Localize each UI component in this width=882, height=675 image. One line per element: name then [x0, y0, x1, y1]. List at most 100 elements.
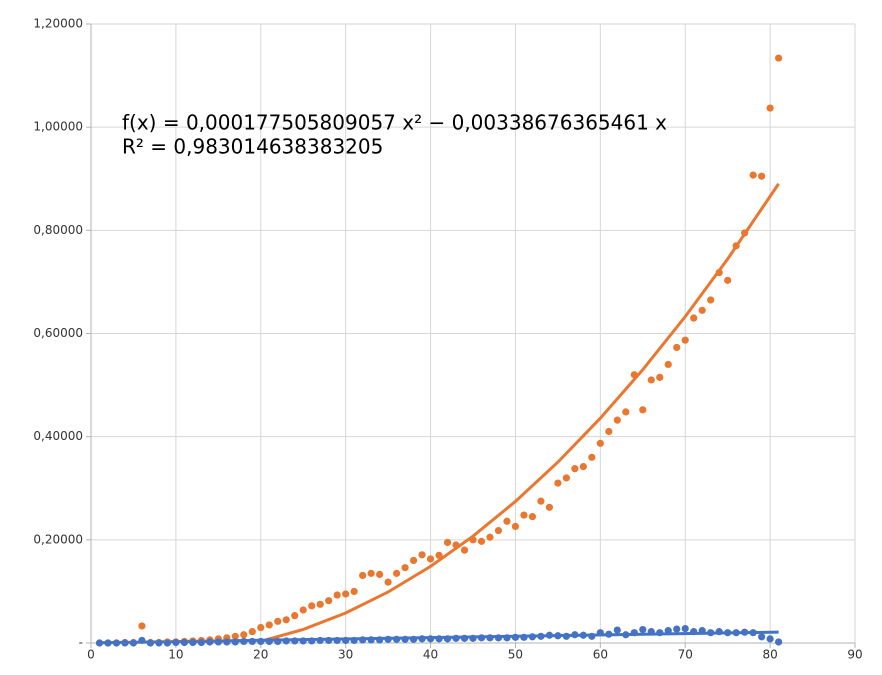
point	[698, 306, 706, 314]
y-tick-label: -	[79, 636, 83, 650]
point	[435, 551, 443, 559]
point	[299, 606, 307, 614]
point	[724, 276, 732, 284]
point	[274, 637, 282, 646]
point	[121, 639, 129, 647]
point	[112, 639, 121, 647]
point	[571, 465, 579, 473]
point	[231, 638, 239, 646]
point	[673, 343, 681, 352]
x-tick-label: 50	[508, 648, 523, 662]
point	[741, 628, 749, 636]
point	[291, 612, 299, 620]
point	[435, 635, 443, 643]
point	[138, 622, 146, 630]
point	[477, 537, 486, 545]
point	[460, 634, 469, 642]
point	[520, 511, 528, 519]
point	[588, 453, 596, 461]
y-tick-label: 0,80000	[33, 223, 83, 237]
point	[732, 629, 740, 637]
point	[452, 541, 460, 549]
point	[698, 627, 706, 635]
point	[443, 635, 452, 643]
point	[562, 474, 570, 482]
point	[520, 633, 528, 641]
point	[528, 633, 537, 641]
point	[384, 635, 392, 643]
point	[299, 637, 307, 645]
point	[274, 617, 282, 625]
point	[656, 373, 664, 381]
point	[443, 538, 452, 547]
point	[477, 634, 486, 642]
point	[596, 629, 604, 637]
point	[350, 636, 358, 645]
point	[766, 104, 774, 112]
point	[409, 635, 418, 643]
y-tick-label: 0,60000	[33, 326, 83, 340]
point	[732, 242, 740, 250]
point	[622, 631, 630, 639]
point	[325, 597, 333, 605]
point	[758, 633, 766, 641]
annotation: R² = 0,983014638383205	[122, 135, 383, 159]
point	[231, 632, 239, 640]
point	[630, 629, 638, 637]
point	[494, 526, 503, 535]
point	[537, 497, 545, 505]
point	[155, 639, 163, 647]
point	[214, 638, 222, 646]
point	[316, 636, 324, 645]
x-tick-label: 40	[423, 648, 438, 662]
point	[681, 336, 689, 344]
point	[189, 638, 197, 647]
point	[138, 636, 146, 645]
point	[503, 517, 511, 525]
point	[554, 632, 562, 640]
point	[571, 631, 579, 639]
point	[469, 536, 477, 544]
x-tick-label: 20	[253, 648, 268, 662]
x-tick-label: 10	[168, 648, 183, 662]
point	[639, 406, 647, 414]
point	[248, 628, 256, 636]
point	[426, 555, 435, 563]
point	[359, 571, 367, 580]
point	[367, 636, 375, 644]
point	[469, 634, 477, 642]
x-tick-label: 60	[593, 648, 608, 662]
point	[503, 634, 511, 642]
point	[393, 635, 401, 643]
point	[622, 408, 630, 416]
point	[359, 636, 367, 644]
point	[282, 637, 290, 645]
x-tick-label: 0	[87, 648, 95, 662]
point	[367, 569, 375, 577]
point	[460, 546, 469, 554]
point	[316, 600, 324, 608]
point	[197, 638, 205, 647]
point	[206, 638, 214, 646]
point	[681, 624, 689, 633]
x-tick-label: 90	[847, 648, 862, 662]
point	[579, 631, 587, 639]
point	[715, 269, 723, 277]
point	[605, 630, 613, 638]
y-tick-label: 1,00000	[33, 120, 83, 134]
point	[511, 633, 520, 641]
point	[240, 637, 248, 646]
y-tick-label: 0,20000	[33, 532, 83, 546]
point	[690, 628, 698, 636]
point	[537, 632, 545, 640]
trend-line	[260, 182, 780, 643]
y-tick-label: 1,20000	[33, 17, 83, 31]
point	[223, 638, 231, 646]
point	[766, 635, 774, 643]
point	[605, 427, 613, 436]
point	[146, 639, 155, 647]
point	[308, 637, 316, 645]
point	[452, 634, 460, 642]
point	[180, 638, 188, 647]
